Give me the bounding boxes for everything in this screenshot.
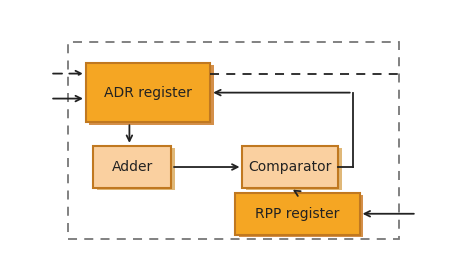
FancyBboxPatch shape — [246, 148, 342, 190]
FancyBboxPatch shape — [96, 148, 175, 190]
FancyBboxPatch shape — [86, 63, 210, 122]
Text: Adder: Adder — [112, 160, 153, 174]
FancyBboxPatch shape — [93, 146, 171, 188]
Text: Comparator: Comparator — [249, 160, 332, 174]
FancyBboxPatch shape — [90, 65, 214, 124]
FancyBboxPatch shape — [242, 146, 338, 188]
Text: ADR register: ADR register — [104, 86, 192, 100]
FancyBboxPatch shape — [239, 195, 364, 237]
FancyBboxPatch shape — [235, 193, 360, 235]
Text: RPP register: RPP register — [255, 207, 340, 221]
